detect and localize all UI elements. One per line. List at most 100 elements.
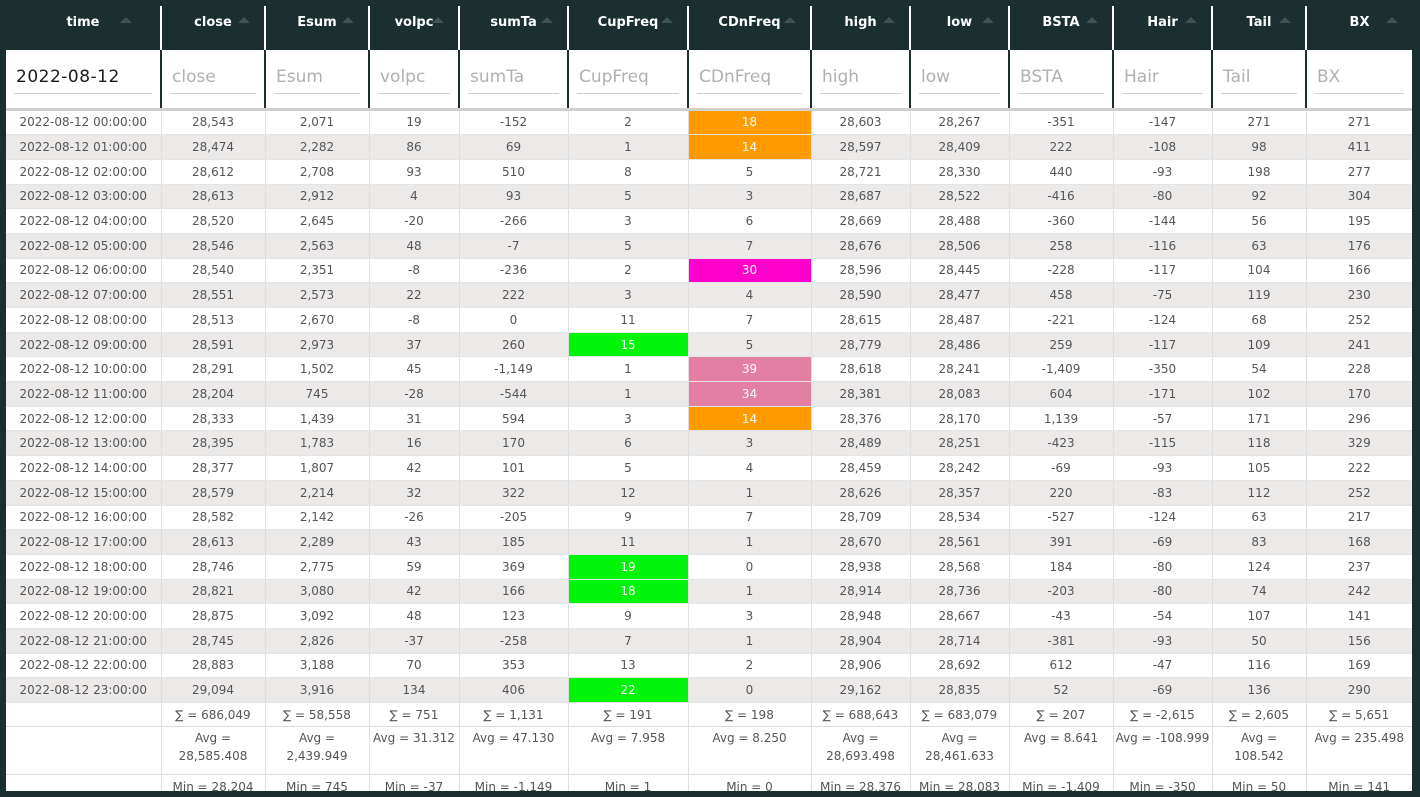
table-row[interactable]: 2022-08-12 12:00:00 28,333 1,439 31 594 3 14 28… [6,406,1412,432]
column-header-time[interactable]: time [6,6,161,50]
column-header-bsta[interactable]: BSTA [1008,6,1113,50]
column-header-sumta[interactable]: sumTa [458,6,568,50]
table-row[interactable]: 2022-08-12 15:00:00 28,579 2,214 32 322 12 1 28… [6,480,1412,506]
cell-tail: 102 [1211,381,1306,407]
sort-arrow-icon[interactable] [238,17,250,23]
cell-esum: 3,916 [264,677,369,703]
footer-min-cell: Min = 28,083 [909,774,1009,791]
column-header-cdnfreq[interactable]: CDnFreq [687,6,811,50]
cell-high: 28,904 [810,628,910,654]
column-header-tail[interactable]: Tail [1211,6,1306,50]
cell-low: 28,445 [909,258,1009,284]
table-row[interactable]: 2022-08-12 05:00:00 28,546 2,563 48 -7 5 7 28,6… [6,233,1412,259]
table-row[interactable]: 2022-08-12 20:00:00 28,875 3,092 48 123 9 3 28,… [6,603,1412,629]
filter-input-bsta[interactable] [1018,63,1104,95]
table-row[interactable]: 2022-08-12 03:00:00 28,613 2,912 4 93 5 3 28,68… [6,184,1412,210]
filter-input-tail[interactable] [1221,63,1297,95]
cell-high: 28,603 [810,109,910,136]
sort-arrow-icon[interactable] [1386,17,1398,23]
cell-time: 2022-08-12 00:00:00 [6,109,161,136]
column-header-volpc[interactable]: volpc [368,6,459,50]
sort-arrow-icon[interactable] [661,17,673,23]
data-grid: time close Esum volpc sumTa CupFreq CDnFreq hig… [6,6,1412,791]
column-header-label: volpc [394,15,434,30]
column-header-esum[interactable]: Esum [264,6,369,50]
table-row[interactable]: 2022-08-12 23:00:00 29,094 3,916 134 406 22 0 2… [6,677,1412,703]
filter-input-hair[interactable] [1122,63,1203,95]
filter-input-time[interactable] [14,63,152,95]
table-row[interactable]: 2022-08-12 09:00:00 28,591 2,973 37 260 15 5 28… [6,332,1412,358]
filter-input-cupfreq[interactable] [577,63,679,95]
filter-input-sumta[interactable] [468,63,559,95]
cell-volpc: 134 [368,677,459,703]
column-header-hair[interactable]: Hair [1112,6,1212,50]
sort-arrow-icon[interactable] [1086,17,1098,23]
cell-bx: 222 [1305,455,1412,481]
cell-sumta: 222 [458,282,568,308]
sort-arrow-icon[interactable] [541,17,553,23]
cell-low: 28,486 [909,332,1009,358]
filter-input-high[interactable] [820,63,901,95]
table-row[interactable]: 2022-08-12 06:00:00 28,540 2,351 -8 -236 2 30 2… [6,258,1412,284]
table-row[interactable]: 2022-08-12 01:00:00 28,474 2,282 86 69 1 14 28,… [6,134,1412,160]
cell-esum: 2,775 [264,554,369,580]
column-header-cupfreq[interactable]: CupFreq [567,6,688,50]
filter-input-esum[interactable] [274,63,360,95]
table-row[interactable]: 2022-08-12 10:00:00 28,291 1,502 45 -1,149 1 3… [6,356,1412,383]
table-row[interactable]: 2022-08-12 19:00:00 28,821 3,080 42 166 18 1 28… [6,579,1412,605]
sort-arrow-icon[interactable] [432,17,444,23]
sort-arrow-icon[interactable] [982,17,994,23]
table-row[interactable]: 2022-08-12 07:00:00 28,551 2,573 22 222 3 4 28,… [6,282,1412,308]
column-header-close[interactable]: close [160,6,265,50]
cell-time: 2022-08-12 14:00:00 [6,455,161,481]
cell-tail: 112 [1211,480,1306,506]
table-row[interactable]: 2022-08-12 13:00:00 28,395 1,783 16 170 6 3 28,… [6,430,1412,457]
table-row[interactable]: 2022-08-12 16:00:00 28,582 2,142 -26 -205 9 7 2… [6,505,1412,531]
table-row[interactable]: 2022-08-12 11:00:00 28,204 745 -28 -544 1 34 28… [6,381,1412,407]
filter-input-close[interactable] [170,63,256,95]
table-row[interactable]: 2022-08-12 17:00:00 28,613 2,289 43 185 11 1 28… [6,529,1412,555]
cell-bsta: 222 [1008,134,1113,160]
table-row[interactable]: 2022-08-12 18:00:00 28,746 2,775 59 369 19 0 28… [6,554,1412,580]
cell-tail: 107 [1211,603,1306,629]
table-row[interactable]: 2022-08-12 21:00:00 28,745 2,826 -37 -258 7 1 2… [6,628,1412,654]
column-header-low[interactable]: low [909,6,1009,50]
cell-high: 28,615 [810,307,910,333]
cell-low: 28,667 [909,603,1009,629]
sort-arrow-icon[interactable] [1279,17,1291,23]
cell-esum: 2,351 [264,258,369,284]
sort-arrow-icon[interactable] [342,17,354,23]
sort-arrow-icon[interactable] [883,17,895,23]
footer-avg-cell: Avg = 47.130 [458,726,568,775]
footer-avg-cell: Avg = 8.641 [1008,726,1113,775]
table-row[interactable]: 2022-08-12 04:00:00 28,520 2,645 -20 -266 3 6 2… [6,208,1412,234]
cell-hair: -350 [1112,356,1212,383]
cell-sumta: 185 [458,529,568,555]
cell-esum: 2,645 [264,208,369,234]
table-row[interactable]: 2022-08-12 14:00:00 28,377 1,807 42 101 5 4 28,… [6,455,1412,481]
table-row[interactable]: 2022-08-12 02:00:00 28,612 2,708 93 510 8 5 28,… [6,159,1412,185]
sort-arrow-icon[interactable] [1185,17,1197,23]
cell-cdnfreq: 7 [687,307,811,333]
cell-sumta: 170 [458,430,568,457]
filter-input-volpc[interactable] [378,63,450,95]
column-header-bx[interactable]: BX [1305,6,1412,50]
cell-esum: 2,071 [264,109,369,136]
cell-time: 2022-08-12 13:00:00 [6,430,161,457]
cell-time: 2022-08-12 19:00:00 [6,579,161,605]
column-header-high[interactable]: high [810,6,910,50]
filter-input-cdnfreq[interactable] [697,63,802,95]
cell-bsta: -203 [1008,579,1113,605]
sort-arrow-icon[interactable] [120,17,132,23]
filter-input-bx[interactable] [1315,63,1404,95]
table-row[interactable]: 2022-08-12 22:00:00 28,883 3,188 70 353 13 2 28… [6,653,1412,679]
cell-cupfreq: 11 [567,529,688,555]
filter-input-low[interactable] [919,63,1000,95]
cell-high: 29,162 [810,677,910,703]
sort-arrow-icon[interactable] [784,17,796,23]
cell-cdnfreq: 0 [687,554,811,580]
cell-bx: 169 [1305,653,1412,679]
table-row[interactable]: 2022-08-12 08:00:00 28,513 2,670 -8 0 11 7 28,6… [6,307,1412,333]
table-row[interactable]: 2022-08-12 00:00:00 28,543 2,071 19 -152 2 18 2… [6,109,1412,136]
cell-high: 28,906 [810,653,910,679]
